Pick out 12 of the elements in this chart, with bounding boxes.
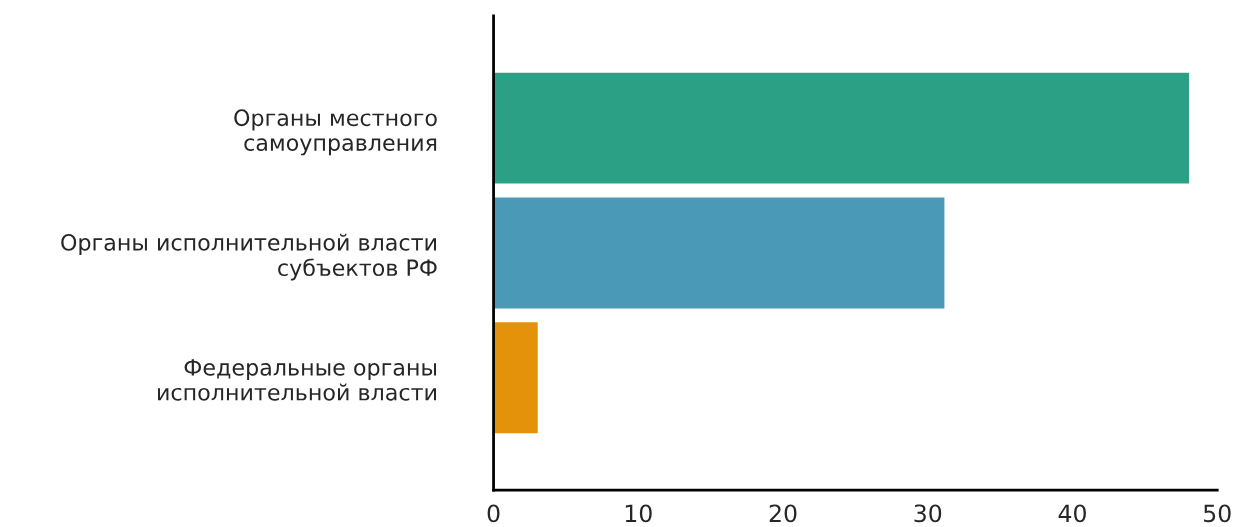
y-tick-label: Органы местного самоуправления (234, 109, 437, 156)
bar (493, 71, 1191, 186)
x-tick-label: 20 (769, 504, 797, 523)
x-tick-label: 40 (1058, 504, 1086, 523)
bar (493, 196, 946, 310)
x-tick-label: 30 (914, 504, 942, 523)
x-tick-label: 50 (1204, 504, 1231, 523)
bar (493, 320, 540, 435)
x-tick-label: 0 (487, 504, 500, 523)
x-tick-label: 10 (625, 504, 652, 523)
y-tick-label: Федеральные органы исполнительной власти (157, 359, 437, 401)
y-tick-label: Органы исполнительной власти субъектов РФ (61, 233, 437, 281)
